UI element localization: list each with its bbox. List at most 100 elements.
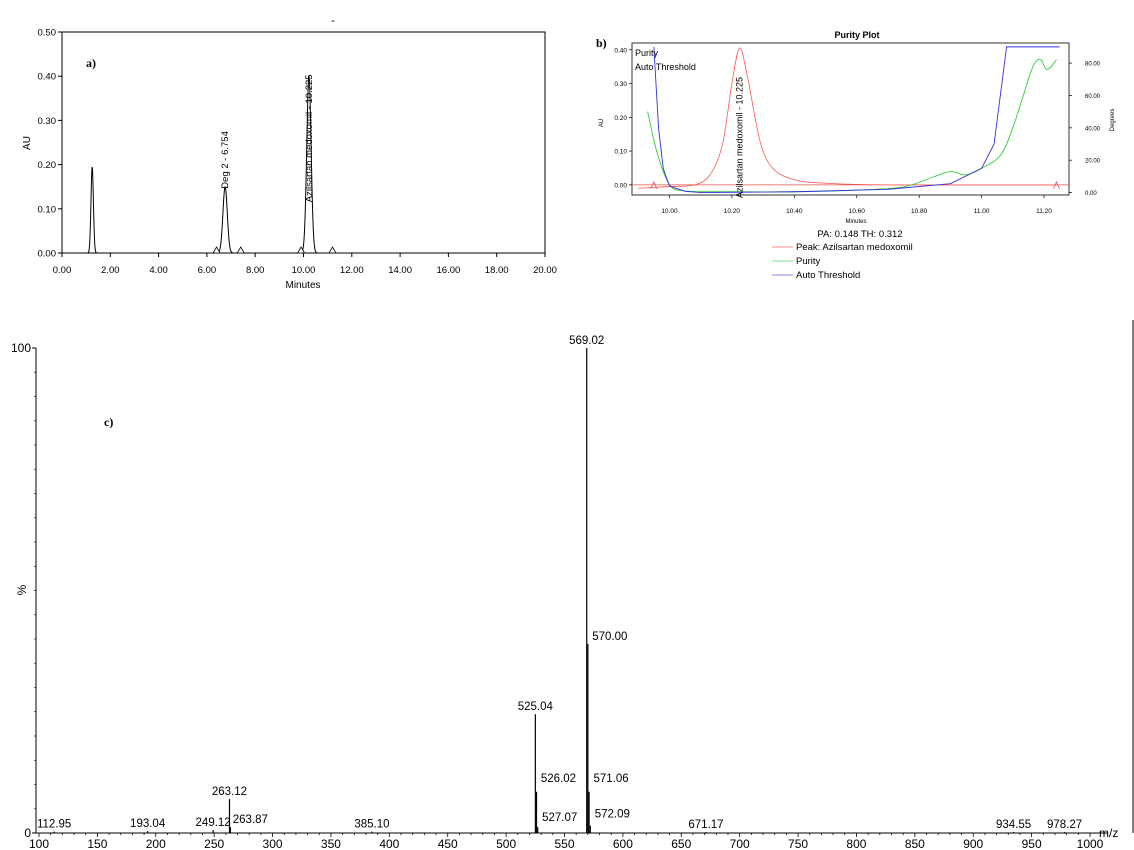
mass-spectrum-x-tick-label: 1000 xyxy=(1077,837,1104,850)
mass-spectrum-x-tick-label: 350 xyxy=(321,837,341,850)
chromatogram-x-tick-label: 2.00 xyxy=(101,265,120,276)
chromatogram-x-tick-label: 6.00 xyxy=(198,265,217,276)
purity-plot-secondary-y-axis-label: Degrees xyxy=(1110,109,1116,132)
chromatogram-y-tick-label: 0.10 xyxy=(38,204,57,215)
chromatogram-y-tick-label: 0.40 xyxy=(38,72,57,83)
mass-spectrum-peak-label: 112.95 xyxy=(37,819,71,831)
purity-plot-x-tick-label: 11.00 xyxy=(974,208,990,215)
chromatogram-x-tick-label: 20.00 xyxy=(533,265,557,276)
chromatogram-x-tick-label: 16.00 xyxy=(437,265,461,276)
chromatogram-y-tick-label: 0.20 xyxy=(38,160,57,171)
chromatogram-y-tick-label: 0.30 xyxy=(38,116,57,127)
purity-plot-panel: Purity Plot b) AU Degrees Minutes 10.00 1… xyxy=(596,30,1116,281)
purity-plot-peak-label: Azilsartan medoxomil - 10.225 xyxy=(735,77,745,198)
chromatogram-y-axis-label: AU xyxy=(22,136,33,150)
mass-spectrum-x-tick-label: 600 xyxy=(613,837,633,850)
purity-series-line xyxy=(647,58,1057,193)
legend-peak-label: Peak: Azilsartan medoxomil xyxy=(796,242,913,253)
purity-plot-title: Purity Plot xyxy=(834,30,879,40)
mass-spectrum-x-tick-label: 400 xyxy=(379,837,399,850)
purity-plot-x-tick-label: 11.20 xyxy=(1036,208,1052,215)
legend-purity-label: Purity xyxy=(796,256,821,267)
mass-spectrum-peak-label: 263.87 xyxy=(233,814,268,826)
purity-plot-y2-tick-label: 20.00 xyxy=(1085,159,1101,165)
mass-spectrum-panel: c) % m/z 100 150 200 250 300 350 400 450 500 550 6… xyxy=(11,320,1134,850)
panel-label-a: a) xyxy=(86,56,96,70)
purity-plot-bottom-legend: Peak: Azilsartan medoxomil Purity Auto T… xyxy=(772,242,913,281)
chromatogram-peak-label: Deg 2 - 6.754 xyxy=(220,131,231,189)
panel-label-c: c) xyxy=(104,415,113,429)
legend-purity-top: Purity xyxy=(635,48,659,58)
mass-spectrum-x-axis-label: m/z xyxy=(1099,826,1118,840)
legend-auto-threshold-top: Auto Threshold xyxy=(635,62,696,72)
chromatogram-panel: - a) AU Minutes 0.00 2.00 4.00 6.00 8.00 10.0… xyxy=(22,15,557,291)
mass-spectrum-x-tick-label: 950 xyxy=(1022,837,1042,850)
chromatogram-trace xyxy=(62,76,545,254)
purity-plot-x-tick-label: 10.20 xyxy=(724,208,741,215)
purity-plot-y-tick-label: 0.30 xyxy=(614,81,627,88)
integration-marker xyxy=(236,246,245,254)
purity-plot-x-tick-label: 10.60 xyxy=(849,208,866,215)
mass-spectrum-peak-label: 527.07 xyxy=(542,812,577,824)
mass-spectrum-x-tick-label: 250 xyxy=(204,837,224,850)
chromatogram-x-tick-label: 4.00 xyxy=(149,265,168,276)
chromatogram-x-tick-label: 14.00 xyxy=(388,265,412,276)
purity-plot-x-axis-label: Minutes xyxy=(845,219,866,225)
chromatogram-x-tick-label: 18.00 xyxy=(485,265,509,276)
mass-spectrum-y-axis-label: % xyxy=(15,584,29,595)
mass-spectrum-x-tick-label: 550 xyxy=(554,837,574,850)
chromatogram-x-axis-label: Minutes xyxy=(285,280,320,291)
pa-th-readout: PA: 0.148 TH: 0.312 xyxy=(817,229,902,240)
mass-spectrum-x-tick-label: 300 xyxy=(263,837,283,850)
chromatogram-y-tick-label: 0.00 xyxy=(38,249,57,260)
purity-plot-x-tick-label: 10.40 xyxy=(786,208,803,215)
purity-plot-marker xyxy=(1053,180,1060,190)
mass-spectrum-peak-label: 385.10 xyxy=(354,819,389,831)
mass-spectrum-peak-label: 525.04 xyxy=(518,701,554,713)
purity-plot-y2-tick-label: 0.00 xyxy=(1085,191,1097,197)
mass-spectrum-y-tick-label: 0 xyxy=(24,826,31,840)
auto-threshold-series-line xyxy=(653,46,1060,194)
purity-plot-x-tick-label: 10.00 xyxy=(661,208,678,215)
purity-plot-y2-tick-label: 80.00 xyxy=(1085,62,1101,68)
chromatogram-x-tick-label: 8.00 xyxy=(246,265,265,276)
mass-spectrum-peak-label: 572.09 xyxy=(595,809,630,821)
mass-spectrum-peak-label: 569.02 xyxy=(569,335,604,347)
purity-plot-y-tick-label: 0.10 xyxy=(614,149,627,156)
chromatogram-x-tick-label: 10.00 xyxy=(292,265,316,276)
mass-spectrum-peak-label: 526.02 xyxy=(541,773,576,785)
peak-series-line xyxy=(638,47,1060,189)
chromatogram-title: - xyxy=(331,15,335,27)
mass-spectrum-peak-label: 263.12 xyxy=(212,786,247,798)
integration-marker xyxy=(296,246,306,254)
purity-plot-frame xyxy=(631,42,1070,196)
mass-spectrum-x-tick-label: 650 xyxy=(671,837,691,850)
mass-spectrum-peak-label: 671.17 xyxy=(688,819,723,831)
chromatogram-y-tick-label: 0.50 xyxy=(38,28,57,39)
mass-spectrum-x-tick-label: 450 xyxy=(438,837,458,850)
purity-plot-x-tick-label: 10.80 xyxy=(911,208,928,215)
purity-plot-y-tick-label: 0.40 xyxy=(614,47,627,54)
integration-marker xyxy=(328,246,337,254)
mass-spectrum-peak-label: 193.04 xyxy=(130,818,166,830)
mass-spectrum-x-tick-label: 500 xyxy=(496,837,516,850)
purity-plot-marker xyxy=(650,180,658,190)
mass-spectrum-x-tick-label: 800 xyxy=(846,837,866,850)
mass-spectrum-x-tick-label: 100 xyxy=(29,837,49,850)
mass-spectrum-x-tick-label: 150 xyxy=(87,837,107,850)
mass-spectrum-x-tick-label: 900 xyxy=(963,837,983,850)
mass-spectrum-peak-label: 571.06 xyxy=(593,773,628,785)
purity-plot-y-tick-label: 0.20 xyxy=(614,115,627,122)
panel-label-b: b) xyxy=(596,36,607,50)
mass-spectrum-x-tick-label: 200 xyxy=(146,837,166,850)
legend-auto-threshold-label: Auto Threshold xyxy=(796,270,860,281)
mass-spectrum-peak-label: 934.55 xyxy=(996,819,1031,831)
chromatogram-x-tick-label: 12.00 xyxy=(340,265,364,276)
chromatogram-peak-label: Azilsartan medoxomil - 10.225 xyxy=(304,74,315,202)
mass-spectrum-peak-label: 978.27 xyxy=(1047,819,1082,831)
mass-spectrum-x-tick-label: 850 xyxy=(905,837,925,850)
mass-spectrum-peak-label: 249.12 xyxy=(196,817,231,829)
purity-plot-y2-tick-label: 40.00 xyxy=(1085,126,1101,132)
purity-plot-y-tick-label: 0.00 xyxy=(614,182,627,189)
